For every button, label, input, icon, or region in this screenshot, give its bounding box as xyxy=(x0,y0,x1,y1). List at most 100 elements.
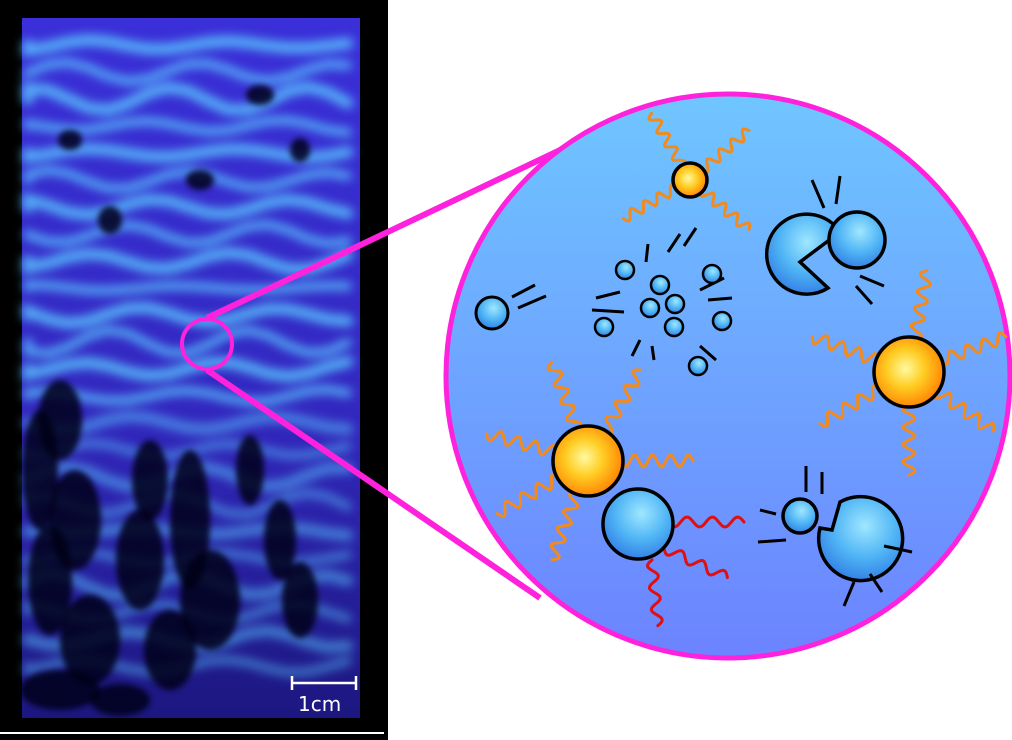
motion-dash xyxy=(842,581,856,607)
wave-band xyxy=(22,356,354,383)
dark-patch xyxy=(132,440,168,520)
radiating-particle-body xyxy=(551,424,625,498)
dark-patch xyxy=(282,562,318,638)
receptor-body xyxy=(764,212,843,296)
dark-patch xyxy=(90,684,150,716)
emission-wave xyxy=(810,333,880,364)
dark-patch xyxy=(116,510,164,610)
receptor-body xyxy=(816,494,905,583)
motion-dash xyxy=(591,308,625,314)
emission-wave xyxy=(662,546,729,580)
emission-wave xyxy=(647,111,687,169)
emitting-molecule xyxy=(601,487,746,628)
fragment-dot xyxy=(711,310,733,332)
emission-wave xyxy=(621,183,679,223)
motion-dash xyxy=(883,544,913,554)
wave-band xyxy=(24,116,352,137)
wave-band xyxy=(22,192,354,221)
dark-patch xyxy=(290,138,310,162)
motion-dash xyxy=(699,344,717,362)
motion-dash xyxy=(759,508,777,516)
motion-dash xyxy=(757,538,787,544)
emission-wave xyxy=(603,368,642,435)
motion-dash xyxy=(517,294,547,310)
radiating-particle-left xyxy=(485,360,695,562)
fragment-dot xyxy=(664,293,686,315)
scale-bar-line xyxy=(290,676,358,690)
wave-band xyxy=(24,220,352,248)
emission-wave xyxy=(909,269,933,341)
dark-patch xyxy=(58,130,82,150)
emission-wave xyxy=(901,403,917,477)
wave-band xyxy=(22,81,354,116)
fragment-dot xyxy=(639,297,661,319)
dark-patch xyxy=(22,410,58,530)
dark-patch xyxy=(98,206,122,234)
motion-dash xyxy=(511,283,536,299)
wave-band xyxy=(22,302,354,329)
emission-wave xyxy=(818,383,882,429)
motion-dash xyxy=(854,285,874,305)
dark-patch xyxy=(144,610,196,690)
receptor-binding-top xyxy=(764,175,887,305)
emitting-molecule-body xyxy=(601,487,675,561)
dark-patches xyxy=(20,85,318,716)
dark-patch xyxy=(28,525,72,635)
dispersing-cluster xyxy=(591,227,733,377)
emission-wave xyxy=(938,330,1008,367)
receptor-binding-bottom xyxy=(757,466,913,607)
fragment-dot xyxy=(593,316,615,338)
dark-patch xyxy=(180,550,240,650)
emission-wave xyxy=(666,515,746,529)
zoom-source-circle xyxy=(180,317,234,371)
small-molecule xyxy=(474,283,547,331)
motion-dash xyxy=(707,296,733,302)
emission-wave xyxy=(619,453,695,469)
dark-patch xyxy=(236,435,264,505)
motion-dash xyxy=(810,179,826,209)
scale-bar-label: 1cm xyxy=(298,692,341,716)
fragment-dot xyxy=(649,274,671,296)
dark-patch xyxy=(20,670,100,710)
emission-wave xyxy=(699,188,752,231)
dark-patch xyxy=(264,500,296,580)
emission-wave xyxy=(700,127,751,174)
fragment-dot xyxy=(687,355,709,377)
wave-band xyxy=(24,166,352,193)
motion-dash xyxy=(868,573,884,593)
motion-dash xyxy=(834,175,842,205)
radiating-particle-body xyxy=(671,161,709,199)
wave-band xyxy=(24,280,352,295)
wave-band xyxy=(24,58,352,86)
wave-band xyxy=(22,34,354,57)
motion-dash xyxy=(682,227,698,247)
motion-dash xyxy=(859,274,885,288)
radiating-particle-small xyxy=(621,111,752,231)
wave-band xyxy=(22,143,354,164)
motion-dash xyxy=(650,345,656,361)
dark-patch xyxy=(186,170,214,190)
motion-dash xyxy=(644,243,650,263)
radiating-particle-body xyxy=(872,335,946,409)
emission-wave xyxy=(546,360,583,432)
micrograph-panel: 1cm xyxy=(0,0,388,740)
emission-wave xyxy=(933,389,996,433)
ligand-body xyxy=(827,210,887,270)
fragment-dot xyxy=(614,259,636,281)
motion-dash xyxy=(666,233,682,253)
dark-patch xyxy=(246,85,274,105)
small-molecule-body xyxy=(474,295,510,331)
scale-bar: 1cm xyxy=(290,676,358,716)
fragment-dot xyxy=(701,263,723,285)
dark-patch xyxy=(60,595,120,685)
motion-dash xyxy=(630,339,642,357)
radiating-particle-right xyxy=(810,269,1008,477)
ligand-body xyxy=(781,497,819,535)
wave-band xyxy=(22,247,354,275)
motion-dash xyxy=(595,290,621,300)
wave-band xyxy=(24,325,352,358)
connector-line-bottom xyxy=(205,367,542,601)
emission-wave xyxy=(485,429,558,457)
emission-wave xyxy=(549,490,580,562)
